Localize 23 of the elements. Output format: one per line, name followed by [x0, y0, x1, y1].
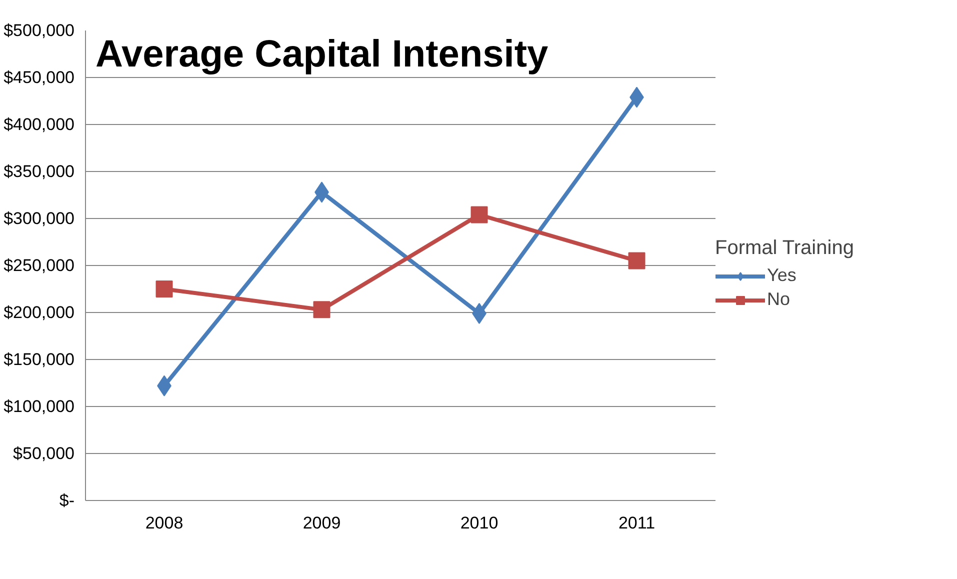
y-tick-label: $350,000	[4, 162, 74, 181]
y-tick-label: $150,000	[4, 350, 74, 369]
y-tick-label: $50,000	[13, 444, 74, 463]
legend-title: Formal Training	[715, 237, 854, 260]
point	[313, 301, 330, 318]
chart-title: Average Capital Intensity	[96, 34, 548, 76]
legend-label: Yes	[767, 265, 796, 286]
y-tick-label: $250,000	[4, 256, 74, 275]
x-tick-label: 2011	[618, 514, 656, 532]
y-tick-label: $100,000	[4, 397, 74, 416]
y-tick-label: $400,000	[4, 115, 74, 134]
y-tick-label: $500,000	[4, 21, 74, 40]
y-tick-label: $450,000	[4, 68, 74, 87]
x-tick-label: 2009	[302, 514, 341, 532]
point	[628, 252, 646, 270]
y-tick-label: $300,000	[4, 209, 74, 228]
x-tick-label: 2010	[460, 514, 498, 532]
y-tick-label: $200,000	[4, 303, 74, 322]
y-tick-label: $-	[59, 491, 75, 510]
point	[156, 280, 173, 298]
point	[470, 206, 488, 224]
x-tick-label: 2008	[145, 514, 184, 532]
legend-label: No	[767, 289, 790, 310]
